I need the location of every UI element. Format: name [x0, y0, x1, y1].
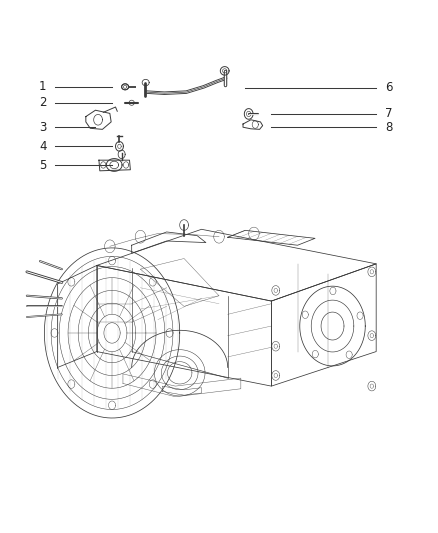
Text: 2: 2 — [39, 96, 46, 109]
Text: 1: 1 — [39, 80, 46, 93]
Text: 6: 6 — [385, 82, 392, 94]
Text: 7: 7 — [385, 108, 392, 120]
Text: 8: 8 — [385, 120, 392, 134]
Text: 4: 4 — [39, 140, 46, 153]
Text: 5: 5 — [39, 159, 46, 172]
Text: 3: 3 — [39, 120, 46, 134]
